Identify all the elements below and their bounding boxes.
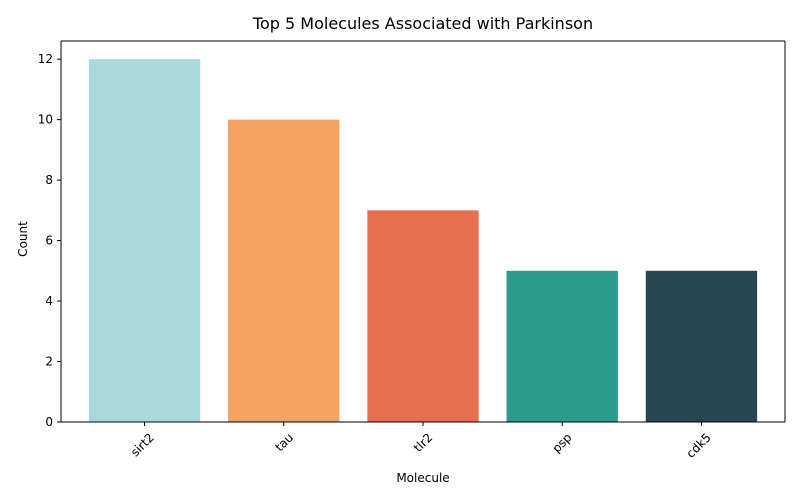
plot-area bbox=[60, 40, 786, 423]
chart-title: Top 5 Molecules Associated with Parkinso… bbox=[252, 14, 593, 33]
bar-cdk5 bbox=[645, 270, 758, 422]
y-tick-label: 10 bbox=[38, 113, 53, 127]
y-tick-label: 6 bbox=[45, 234, 53, 248]
bar-sirt2 bbox=[88, 59, 201, 422]
x-axis-label: Molecule bbox=[396, 471, 449, 485]
y-axis-label: Count bbox=[16, 221, 30, 257]
bar-psp bbox=[506, 270, 618, 422]
y-tick-label: 2 bbox=[45, 355, 53, 369]
y-tick-label: 0 bbox=[45, 415, 53, 429]
bar-tlr2 bbox=[367, 210, 479, 422]
y-tick-label: 8 bbox=[45, 173, 53, 187]
y-tick-label: 12 bbox=[38, 52, 53, 66]
y-tick-label: 4 bbox=[45, 294, 53, 308]
bar-tau bbox=[228, 119, 340, 423]
y-axis: 0 2 4 6 8 10 12 bbox=[38, 52, 61, 429]
